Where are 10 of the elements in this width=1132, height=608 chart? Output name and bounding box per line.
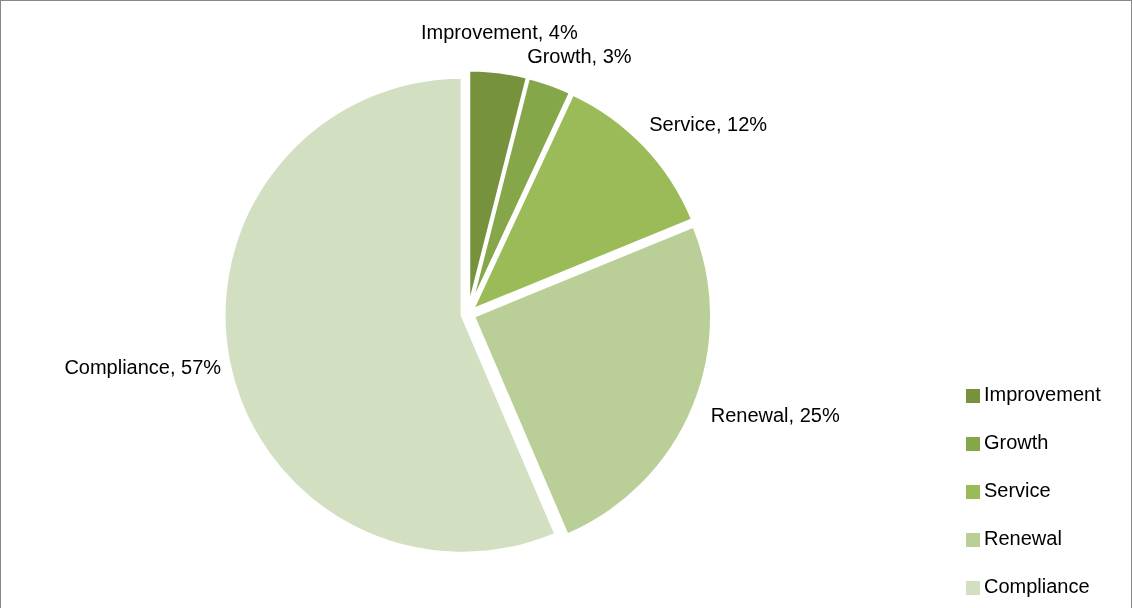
data-label: Service, 12% <box>649 113 768 136</box>
legend-label: Compliance <box>984 575 1090 598</box>
data-label: Growth, 3% <box>527 45 632 68</box>
data-label: Renewal, 25% <box>710 404 840 427</box>
legend-label: Service <box>984 479 1051 502</box>
legend-label: Renewal <box>984 527 1062 550</box>
data-label: Improvement, 4% <box>421 21 578 44</box>
legend-label: Improvement <box>984 383 1102 406</box>
legend-label: Growth <box>984 431 1049 454</box>
data-label: Compliance, 57% <box>64 355 222 378</box>
